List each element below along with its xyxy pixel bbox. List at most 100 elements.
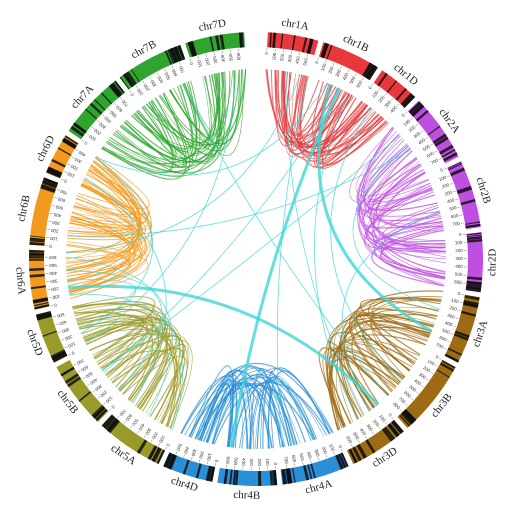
tick-label: 200 — [50, 228, 59, 234]
band-stripe — [219, 34, 225, 50]
band-stripe — [60, 367, 75, 376]
band-stripe — [447, 347, 463, 356]
band-stripe — [364, 63, 375, 79]
tick-label: 200 — [455, 248, 463, 253]
link — [206, 374, 296, 445]
band-stripe — [30, 235, 46, 238]
band-stripe — [381, 427, 394, 442]
band-stripe — [29, 252, 45, 256]
chromosome-band — [29, 177, 59, 246]
band-stripe — [465, 288, 481, 293]
tick-label: 500 — [352, 431, 360, 440]
tick-label: 300 — [249, 458, 254, 466]
chromosome-band — [447, 161, 481, 230]
tick-label: 400 — [53, 212, 62, 219]
band-stripe — [171, 47, 179, 63]
tick-mark — [350, 443, 353, 447]
tick-label: 300 — [51, 220, 60, 226]
link — [269, 370, 292, 449]
band-stripe — [130, 69, 140, 83]
tick-label: 100 — [49, 236, 57, 242]
tick-mark — [149, 76, 152, 80]
band-stripe — [450, 167, 465, 177]
link — [212, 383, 298, 445]
band-stripe — [215, 35, 221, 51]
tick-label: 300 — [314, 449, 321, 458]
tick-label: 600 — [124, 413, 133, 422]
band-stripe — [448, 163, 463, 171]
tick-mark — [455, 317, 459, 319]
band-stripe — [235, 470, 239, 486]
tick-label: 200 — [99, 389, 108, 398]
tick-label: 600 — [171, 68, 179, 77]
band-stripe — [91, 405, 104, 418]
tick-mark — [361, 77, 364, 81]
band-stripe — [467, 238, 483, 243]
band-stripe — [403, 95, 416, 108]
link — [101, 73, 220, 177]
tick-mark — [416, 391, 419, 394]
tick-label: 200 — [422, 365, 431, 374]
link — [194, 370, 271, 449]
link — [357, 128, 447, 264]
link — [158, 69, 240, 152]
tick-mark — [197, 56, 200, 60]
link — [115, 93, 191, 174]
band-stripe — [321, 43, 329, 59]
link — [249, 368, 282, 449]
tick-mark — [447, 175, 450, 178]
tick-mark — [443, 167, 447, 170]
band-stripe — [415, 109, 429, 122]
tick-label: 700 — [452, 221, 461, 227]
band-stripe — [466, 236, 483, 240]
tick-mark — [420, 130, 424, 133]
tick-label: 0 — [165, 443, 171, 448]
band-stripe — [460, 198, 476, 206]
link — [82, 321, 181, 421]
tick-label: 500 — [163, 71, 171, 80]
band-stripe — [466, 234, 482, 238]
tick-mark — [53, 316, 57, 318]
band-stripe — [386, 80, 398, 93]
tick-mark — [207, 461, 209, 465]
tick-label: 600 — [454, 279, 463, 285]
band-stripe — [409, 101, 422, 115]
band-stripe — [164, 452, 173, 468]
tick-mark — [96, 120, 100, 123]
tick-mark — [325, 60, 327, 63]
band-stripe — [100, 92, 112, 105]
tick-mark — [443, 347, 447, 350]
band-stripe — [340, 452, 349, 468]
band-stripe — [443, 152, 457, 161]
band-stripe — [400, 412, 413, 425]
link — [142, 69, 240, 147]
band-stripe — [101, 414, 114, 427]
tick-mark — [75, 149, 79, 152]
tick-label: 100 — [52, 294, 61, 300]
tick-mark — [97, 396, 101, 399]
band-stripe — [210, 466, 216, 482]
tick-mark — [135, 85, 138, 89]
tick-label: 100 — [104, 395, 113, 404]
tick-label: 100 — [196, 59, 203, 68]
tick-mark — [61, 339, 65, 341]
tick-mark — [68, 353, 72, 356]
tick-label: 700 — [398, 396, 407, 405]
tick-label: 600 — [439, 335, 448, 343]
band-stripe — [326, 44, 333, 60]
band-stripe — [389, 423, 400, 436]
tick-mark — [325, 454, 328, 458]
band-stripe — [444, 354, 459, 363]
band-stripe — [41, 183, 56, 191]
band-stripe — [453, 333, 469, 341]
chromosome-band — [101, 414, 166, 465]
chromosome-band — [373, 70, 416, 108]
tick-mark — [425, 136, 429, 140]
tick-label: 200 — [50, 286, 59, 292]
band-stripe — [443, 152, 458, 162]
link — [338, 290, 444, 420]
tick-label: 100 — [426, 358, 435, 366]
tick-mark — [67, 163, 71, 166]
tick-label: 200 — [321, 446, 328, 455]
chromosome-band — [280, 452, 349, 485]
